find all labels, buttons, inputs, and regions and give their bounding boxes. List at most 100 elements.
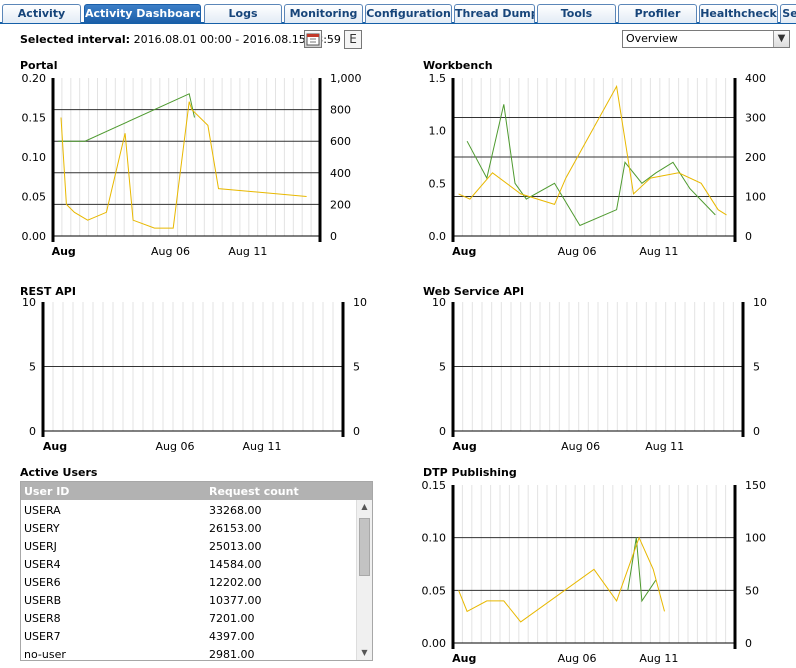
y-tick-label-left: 1.5	[429, 72, 447, 85]
y-tick-label-right: 200	[330, 198, 351, 211]
column-header-user-id[interactable]: User ID	[24, 485, 70, 498]
table-row[interactable]: USERA 33268.00	[21, 501, 355, 519]
scrollbar-thumb[interactable]	[359, 518, 370, 576]
chart-title-rest-api: REST API	[20, 285, 76, 298]
y-tick-label-left: 0.20	[22, 72, 47, 85]
x-tick-label: Aug 06	[156, 440, 195, 453]
x-tick-label: Aug 11	[228, 245, 267, 258]
table-scrollbar[interactable]: ▲ ▼	[356, 500, 372, 660]
table-row[interactable]: USERY 26153.00	[21, 519, 355, 537]
user-id-cell: USER4	[24, 558, 61, 571]
y-tick-label-left: 0.10	[22, 151, 47, 164]
x-tick-label: Aug	[452, 245, 476, 258]
tab-profiler[interactable]: Profiler	[618, 4, 697, 23]
user-id-cell: USERY	[24, 522, 60, 535]
request-count-cell: 25013.00	[209, 540, 262, 553]
scroll-up-icon[interactable]: ▲	[361, 502, 368, 511]
request-count-cell: 4397.00	[209, 630, 255, 643]
x-tick-label: Aug	[452, 652, 476, 665]
table-row[interactable]: USER8 7201.00	[21, 609, 355, 627]
y-tick-label-right: 5	[753, 361, 760, 374]
y-tick-label-right: 800	[330, 104, 351, 117]
table-row[interactable]: USERB 10377.00	[21, 591, 355, 609]
request-count-cell: 14584.00	[209, 558, 262, 571]
y-tick-label-left: 10	[22, 296, 36, 309]
y-tick-label-left: 1.0	[429, 125, 447, 138]
user-id-cell: USERB	[24, 594, 62, 607]
y-tick-label-left: 0.05	[22, 191, 47, 204]
y-tick-label-right: 1,000	[330, 72, 362, 85]
request-count-cell: 10377.00	[209, 594, 262, 607]
y-tick-label-left: 0.5	[429, 177, 447, 190]
request-count-cell: 2981.00	[209, 648, 255, 661]
dtp-publishing-chart: 0.15 0.10 0.05 0.00 150 100 50 0 Aug Aug 06 Aug 11	[422, 479, 767, 665]
x-tick-label: Aug 06	[558, 652, 597, 665]
y-tick-label-left: 0	[29, 425, 36, 438]
table-row[interactable]: USERJ 25013.00	[21, 537, 355, 555]
user-id-cell: USERA	[24, 504, 61, 517]
series-line	[627, 537, 657, 603]
y-tick-label-right: 50	[745, 584, 759, 597]
view-select-value: Overview	[626, 32, 678, 45]
chevron-down-icon[interactable]: ▼	[773, 31, 789, 47]
series-line	[60, 101, 307, 229]
request-count-cell: 7201.00	[209, 612, 255, 625]
y-tick-label-left: 10	[432, 296, 446, 309]
user-id-cell: USERJ	[24, 540, 57, 553]
y-tick-label-right: 0	[353, 425, 360, 438]
y-tick-label-left: 5	[439, 361, 446, 374]
table-row[interactable]: USER4 14584.00	[21, 555, 355, 573]
column-header-request-count[interactable]: Request count	[209, 485, 299, 498]
y-tick-label-right: 0	[745, 637, 752, 650]
tab-activity-dashboards[interactable]: Activity Dashboards	[84, 4, 201, 23]
y-tick-label-right: 600	[330, 135, 351, 148]
user-id-cell: no-user	[24, 648, 66, 661]
y-tick-label-left: 5	[29, 361, 36, 374]
chart-title-workbench: Workbench	[423, 59, 493, 72]
x-tick-label: Aug 11	[645, 440, 684, 453]
selected-interval-value: 2016.08.01 00:00 - 2016.08.15 23:59	[133, 33, 341, 46]
request-count-cell: 12202.00	[209, 576, 262, 589]
y-tick-label-left: 0.15	[22, 112, 47, 125]
tab-tools[interactable]: Tools	[537, 4, 616, 23]
table-row[interactable]: no-user 2981.00	[21, 645, 355, 661]
scroll-down-icon[interactable]: ▼	[361, 648, 368, 657]
view-select[interactable]: Overview ▼	[622, 30, 790, 48]
x-tick-label: Aug 06	[558, 245, 597, 258]
active-users-table: User ID Request count USERA 33268.00 USE…	[20, 481, 373, 661]
calendar-icon[interactable]	[304, 30, 322, 48]
y-tick-label-left: 0.0	[429, 230, 447, 243]
export-button[interactable]: E	[344, 30, 362, 49]
tab-se[interactable]: Se	[780, 4, 796, 23]
y-tick-label-right: 0	[745, 230, 752, 243]
y-tick-label-left: 0	[439, 425, 446, 438]
tab-healthcheck[interactable]: Healthcheck	[699, 4, 778, 23]
series-line	[458, 84, 727, 216]
x-tick-label: Aug 11	[243, 440, 282, 453]
series-line	[466, 104, 716, 227]
y-tick-label-right: 300	[745, 112, 766, 125]
tab-thread-dump[interactable]: Thread Dump	[454, 4, 535, 23]
selected-interval-label: Selected interval:	[20, 33, 131, 46]
y-tick-label-right: 100	[745, 191, 766, 204]
tab-monitoring[interactable]: Monitoring	[284, 4, 363, 23]
tab-configuration[interactable]: Configuration	[365, 4, 452, 23]
x-tick-label: Aug 11	[639, 652, 678, 665]
y-tick-label-right: 400	[330, 167, 351, 180]
tab-logs[interactable]: Logs	[204, 4, 282, 23]
y-tick-label-right: 0	[753, 425, 760, 438]
tab-activity[interactable]: Activity	[2, 4, 81, 23]
user-id-cell: USER8	[24, 612, 61, 625]
chart-title-portal: Portal	[20, 59, 58, 72]
y-tick-label-right: 5	[353, 361, 360, 374]
web-service-api-chart: 10 5 0 10 5 0 Aug Aug 06 Aug 11	[432, 296, 767, 453]
tab-bar: Activity Activity Dashboards Logs Monito…	[0, 0, 796, 24]
series-line	[458, 536, 665, 623]
x-tick-label: Aug 06	[151, 245, 190, 258]
series-line	[58, 93, 195, 142]
table-row[interactable]: USER6 12202.00	[21, 573, 355, 591]
portal-chart: 0.20 0.15 0.10 0.05 0.00 1,000 800 600 400 200 0 Au…	[22, 72, 362, 258]
x-tick-label: Aug 06	[561, 440, 600, 453]
table-row[interactable]: USER7 4397.00	[21, 627, 355, 645]
y-tick-label-left: 0.15	[422, 479, 447, 492]
